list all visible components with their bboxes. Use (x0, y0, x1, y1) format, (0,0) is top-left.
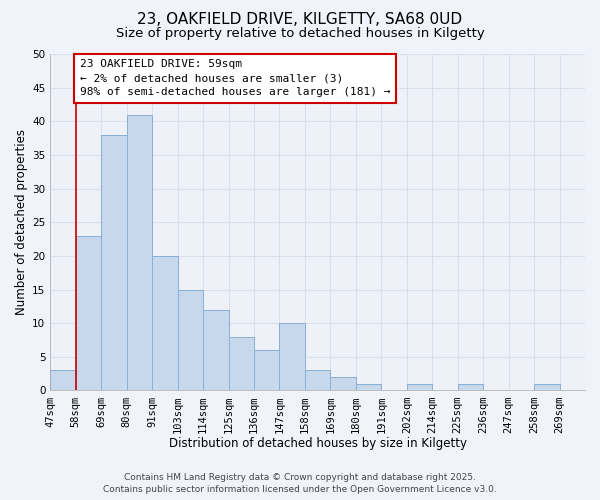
Text: Size of property relative to detached houses in Kilgetty: Size of property relative to detached ho… (116, 28, 484, 40)
Bar (407, 384, 432, 390)
Bar (356, 384, 381, 390)
Text: Contains HM Land Registry data © Crown copyright and database right 2025.
Contai: Contains HM Land Registry data © Crown c… (103, 472, 497, 494)
Bar (229, 336, 254, 390)
Bar (127, 114, 152, 390)
Bar (534, 384, 560, 390)
Bar (178, 290, 203, 390)
Bar (280, 323, 305, 390)
Bar (203, 310, 229, 390)
Bar (254, 350, 280, 391)
Bar (50, 370, 76, 390)
Y-axis label: Number of detached properties: Number of detached properties (15, 129, 28, 315)
Bar (76, 236, 101, 390)
Bar (305, 370, 331, 390)
X-axis label: Distribution of detached houses by size in Kilgetty: Distribution of detached houses by size … (169, 437, 467, 450)
Bar (152, 256, 178, 390)
Bar (331, 377, 356, 390)
Bar (458, 384, 483, 390)
Text: 23 OAKFIELD DRIVE: 59sqm
← 2% of detached houses are smaller (3)
98% of semi-det: 23 OAKFIELD DRIVE: 59sqm ← 2% of detache… (80, 60, 390, 98)
Bar (101, 135, 127, 390)
Text: 23, OAKFIELD DRIVE, KILGETTY, SA68 0UD: 23, OAKFIELD DRIVE, KILGETTY, SA68 0UD (137, 12, 463, 28)
